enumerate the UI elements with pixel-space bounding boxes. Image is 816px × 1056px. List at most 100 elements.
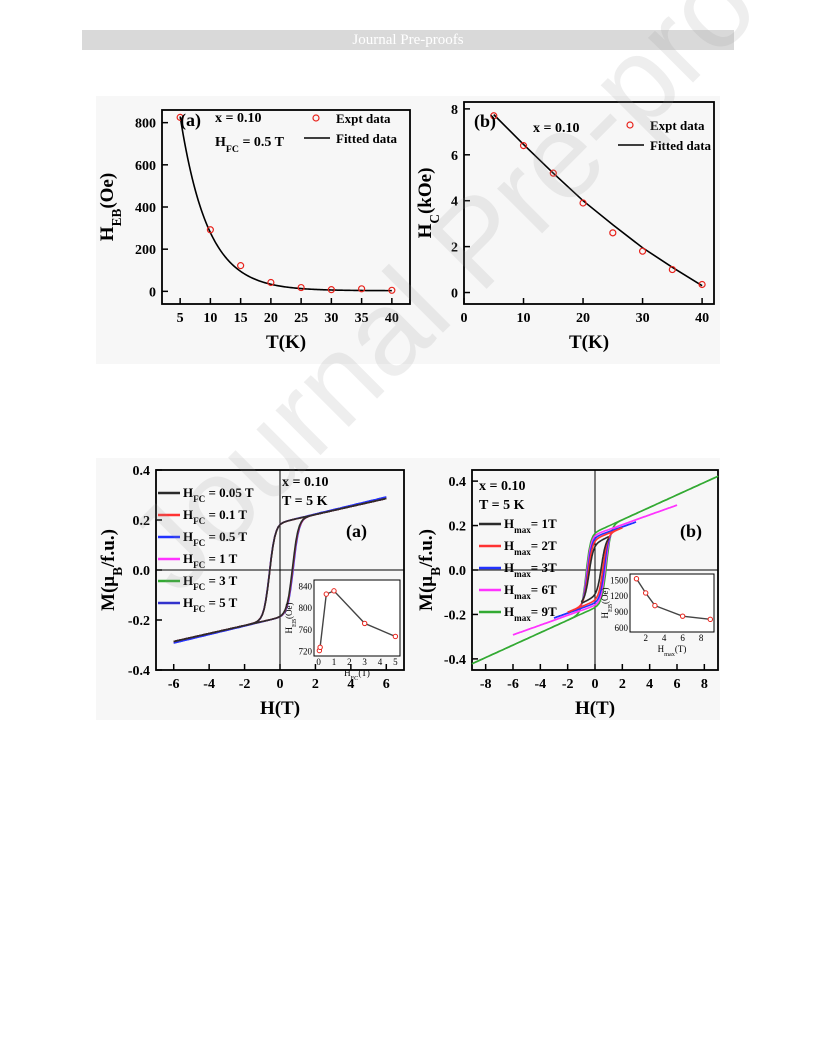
data-point [388, 286, 396, 294]
legend-label: Fitted data [650, 138, 712, 153]
hysteresis-branch-down [553, 521, 637, 619]
legend-label: HFC = 3 T [183, 573, 238, 592]
inset-x-tick-label: 4 [662, 633, 667, 643]
legend-label: HFC = 5 T [183, 595, 238, 614]
inset-point [323, 591, 329, 597]
y-tick-label: 0.2 [133, 514, 151, 529]
data-point [668, 265, 676, 274]
panel-label: (a) [180, 110, 201, 131]
inset-x-tick-label: 1 [332, 657, 337, 667]
legend-label: Fitted data [336, 131, 398, 146]
inset-x-tick-label: 2 [347, 657, 352, 667]
legend-marker [626, 121, 634, 129]
legend-label: HFC = 0.05 T [183, 485, 254, 504]
legend-label: Hmax= 3T [504, 560, 557, 579]
y-tick-label: 0.4 [133, 464, 151, 479]
data-point [609, 229, 617, 237]
x-tick-label: -2 [562, 677, 574, 692]
inset-point [331, 588, 337, 594]
top-figure-background [96, 96, 720, 364]
x-tick-label: 5 [177, 311, 184, 326]
inset-y-tick-label: 1500 [610, 575, 629, 585]
inset-y-axis-label: HEB(Oe) [600, 587, 614, 618]
inset-point [633, 576, 640, 582]
panel-label: (a) [346, 521, 367, 542]
data-point [237, 262, 245, 270]
data-point [549, 169, 557, 177]
plot-frame [463, 101, 715, 305]
data-point [176, 113, 184, 121]
data-point [579, 199, 587, 207]
inset-x-tick-label: 5 [393, 657, 398, 667]
y-tick-label: 400 [135, 201, 156, 216]
fitted-curve [493, 114, 703, 287]
annotation: HFC = 0.5 T [215, 135, 285, 155]
y-axis-label: M(μB/f.u.) [98, 529, 125, 611]
y-tick-label: 4 [451, 195, 458, 210]
legend-label: Expt data [650, 118, 705, 133]
x-tick-label: 10 [203, 311, 217, 326]
inset-y-axis-label: HEB(Oe) [284, 602, 298, 633]
legend-label: Hmax= 6T [504, 582, 557, 601]
inset-x-axis-label: HFC(T) [344, 668, 370, 682]
inset-y-tick-label: 900 [615, 607, 629, 617]
inset-point [707, 616, 714, 623]
x-tick-label: 35 [355, 311, 369, 326]
y-tick-label: 8 [451, 103, 458, 118]
annotation: x = 0.10 [533, 121, 579, 136]
x-tick-label: 2 [312, 677, 319, 692]
x-tick-label: -4 [203, 677, 215, 692]
fitted-curve [179, 116, 392, 292]
inset-point [642, 590, 649, 596]
inset-y-tick-label: 760 [299, 625, 313, 635]
inset-x-tick-label: 2 [643, 633, 648, 643]
inset-x-tick-label: 6 [680, 633, 685, 643]
x-tick-label: 6 [674, 677, 681, 692]
y-tick-label: 0.0 [133, 564, 151, 579]
y-tick-label: 0.4 [449, 475, 467, 490]
inset-x-tick-label: 4 [378, 657, 383, 667]
inset-x-tick-label: 8 [699, 633, 704, 643]
y-tick-label: 600 [135, 159, 156, 174]
inset-y-tick-label: 720 [299, 647, 313, 657]
y-tick-label: 0 [149, 285, 156, 300]
data-point [206, 226, 214, 234]
y-tick-label: -0.2 [128, 614, 150, 629]
hysteresis-branch-down [173, 497, 387, 643]
annotation: x = 0.10 [215, 111, 261, 126]
inset-x-tick-label: 3 [362, 657, 367, 667]
x-tick-label: 25 [294, 311, 308, 326]
annotation: T = 5 K [479, 498, 525, 513]
x-axis-label: T(K) [266, 332, 306, 353]
x-tick-label: 0 [592, 677, 599, 692]
inset-frame [629, 573, 715, 633]
x-tick-label: 2 [619, 677, 626, 692]
x-tick-label: 6 [383, 677, 390, 692]
x-axis-label: H(T) [575, 698, 615, 719]
x-axis-label: H(T) [260, 698, 300, 719]
inset-point [317, 644, 323, 651]
inset-point [652, 602, 658, 609]
x-tick-label: -2 [239, 677, 251, 692]
inset-y-tick-label: 1200 [610, 591, 629, 601]
hysteresis-branch-up [581, 537, 610, 605]
y-tick-label: 800 [135, 117, 156, 132]
x-tick-label: 8 [701, 677, 708, 692]
annotation: x = 0.10 [282, 475, 328, 490]
y-tick-label: 6 [451, 149, 458, 164]
x-tick-label: -6 [507, 677, 519, 692]
x-tick-label: 15 [234, 311, 248, 326]
x-tick-label: 30 [324, 311, 338, 326]
y-tick-label: 2 [451, 241, 458, 256]
y-tick-label: -0.2 [444, 608, 466, 623]
data-point [267, 278, 275, 287]
y-tick-label: 0 [451, 287, 458, 302]
data-point [297, 283, 305, 292]
inset-x-axis-label: Hmax(T) [658, 644, 687, 658]
x-tick-label: 4 [347, 677, 354, 692]
y-tick-label: -0.4 [128, 664, 150, 679]
journal-banner: Journal Pre-proofs [82, 30, 734, 50]
legend-label: Expt data [336, 111, 391, 126]
